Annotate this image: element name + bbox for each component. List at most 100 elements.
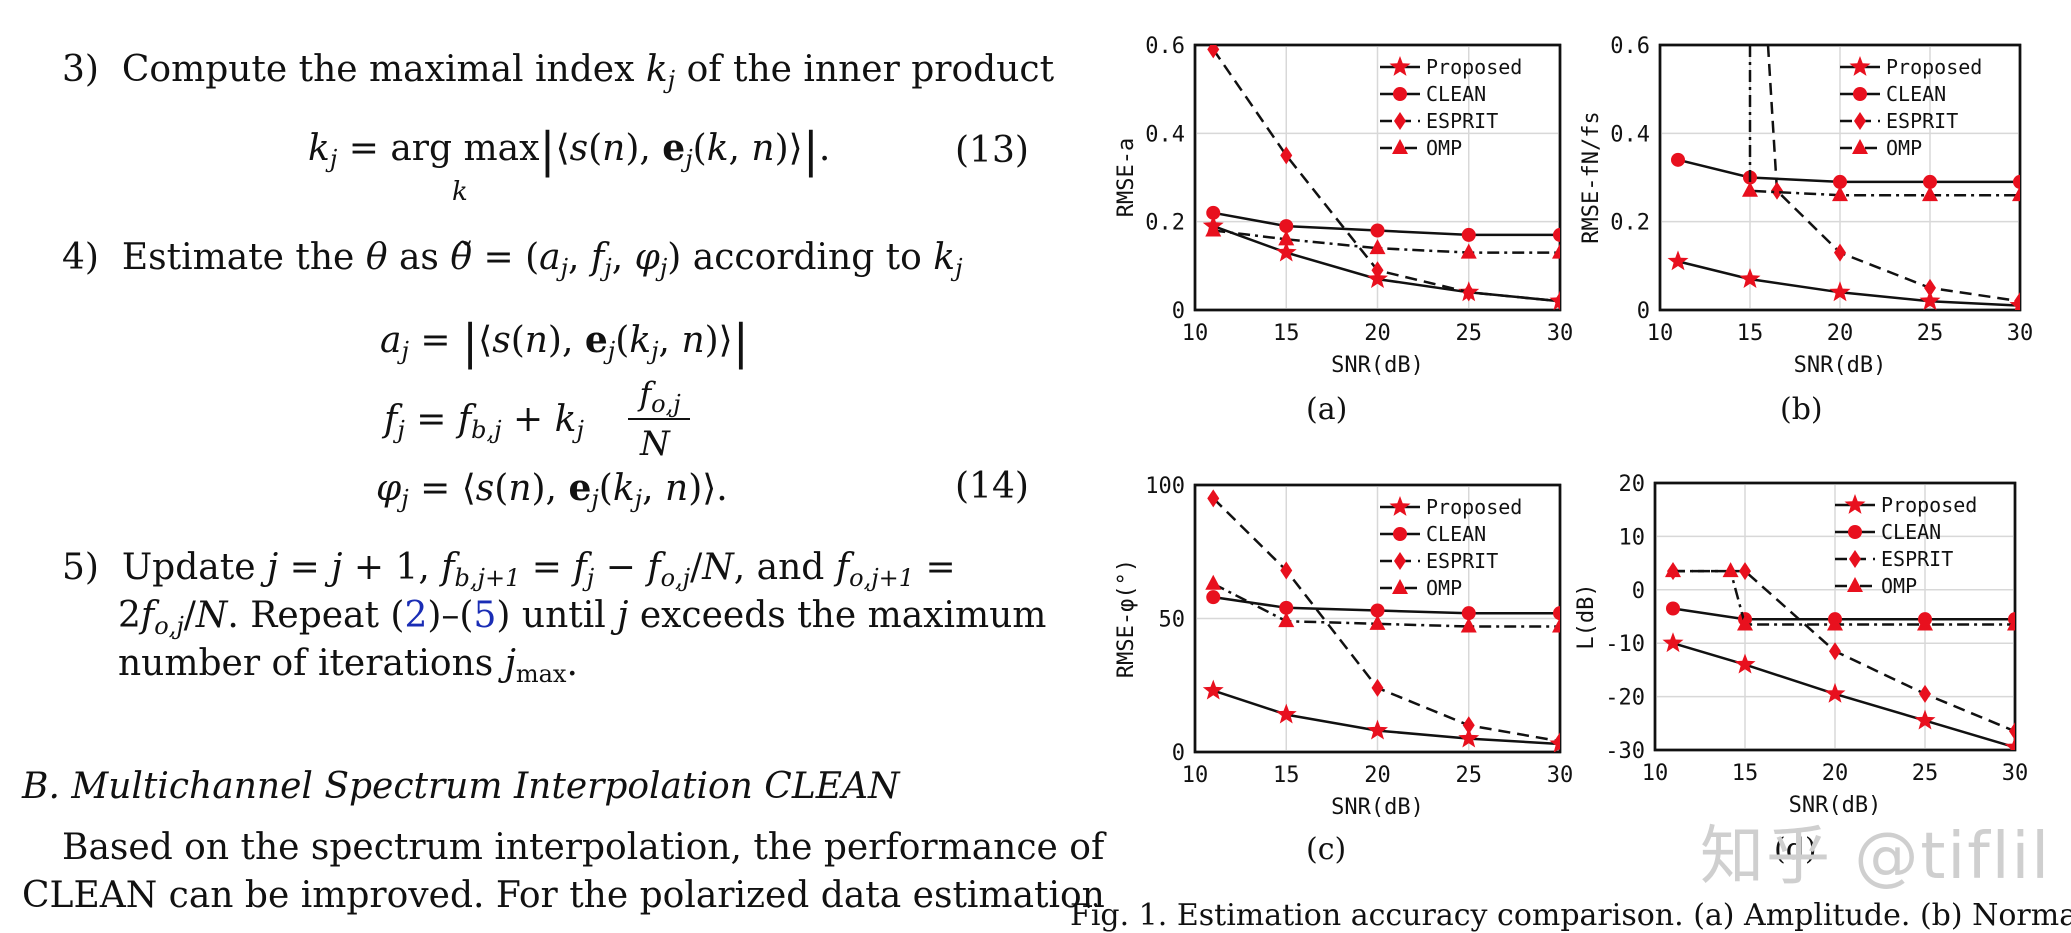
data-point-proposed: [2004, 736, 2015, 750]
data-point-omp: [1552, 617, 1560, 633]
legend-marker: [1392, 579, 1408, 594]
sublabel-a: (a): [1306, 392, 1348, 427]
legend-entry: ESPRIT: [1886, 109, 1958, 133]
y-tick-label: 0: [1172, 299, 1185, 324]
data-point-proposed: [1824, 682, 1846, 703]
data-point-clean: [1671, 152, 1685, 167]
legend-marker: [1389, 56, 1411, 76]
legend-marker: [1392, 139, 1408, 154]
x-tick-label: 10: [1182, 763, 1209, 788]
data-point-esprit: [1739, 562, 1751, 581]
legend-entry: Proposed: [1426, 55, 1522, 79]
series-group: [1667, 45, 2020, 310]
legend-marker: [1389, 496, 1411, 516]
data-point-esprit: [1771, 181, 1783, 200]
legend-marker: [1848, 525, 1862, 539]
data-point-proposed: [1667, 250, 1689, 271]
sublabel-b: (b): [1780, 392, 1823, 427]
series-group: [1202, 45, 1560, 310]
data-point-esprit: [1207, 45, 1220, 59]
data-point-proposed: [1367, 719, 1388, 740]
y-tick-label: 10: [1619, 525, 1646, 550]
x-tick-label: 25: [1912, 761, 1939, 786]
legend-entry: ESPRIT: [1426, 109, 1498, 133]
data-point-omp: [1737, 615, 1753, 631]
fraction-bar: [628, 418, 690, 420]
data-point-omp: [1460, 243, 1477, 259]
legend-marker: [1393, 527, 1407, 541]
data-point-clean: [1206, 590, 1221, 605]
x-axis-label: SNR(dB): [1331, 795, 1424, 820]
data-point-omp: [2012, 186, 2020, 202]
chart-panel-b: 10 15 20 25 30 0 0.2 0.4 0.6 SNR(dB) RMSE-fN/fs Pro…: [1579, 34, 2033, 378]
y-axis-label: L(dB): [1574, 583, 1599, 649]
x-axis-label: SNR(dB): [1331, 353, 1424, 378]
fraction-denominator: N: [640, 424, 670, 464]
x-tick-label: 15: [1732, 761, 1759, 786]
plot-frame: [1193, 43, 1562, 312]
fraction-numerator: fo,j: [639, 375, 681, 418]
data-point-proposed: [1829, 281, 1851, 302]
equation-14-phi: φj = ⟨s(n), ej(kj, n)⟩.: [376, 467, 728, 513]
data-point-esprit: [1280, 561, 1293, 580]
legend-marker: [1849, 550, 1861, 568]
x-tick-label: 20: [1827, 321, 1854, 346]
legend-entry: ESPRIT: [1881, 547, 1953, 571]
data-point-esprit: [1371, 261, 1384, 280]
y-axis-label: RMSE-φ(°): [1114, 559, 1139, 678]
legend-marker: [1844, 494, 1866, 514]
step-5-line-1: 5) Update j = j + 1, fb,j+1 = fj − fo,j/…: [62, 547, 956, 592]
legend-marker: [1394, 112, 1406, 130]
x-tick-label: 30: [2002, 761, 2029, 786]
x-tick-label: 15: [1273, 321, 1300, 346]
data-point-clean: [1553, 227, 1560, 242]
data-point-proposed: [1662, 632, 1684, 653]
x-axis-label: SNR(dB): [1794, 353, 1887, 378]
data-point-clean: [2013, 174, 2020, 189]
x-tick-label: 25: [1456, 763, 1483, 788]
data-point-clean: [1206, 205, 1221, 220]
data-point-esprit: [1554, 732, 1560, 751]
data-point-clean: [1370, 603, 1385, 618]
data-point-esprit: [1371, 678, 1384, 697]
y-tick-label: 0: [1632, 579, 1645, 604]
legend-entry: CLEAN: [1886, 82, 1946, 106]
y-tick-label: -10: [1605, 632, 1645, 657]
x-tick-label: 10: [1642, 761, 1669, 786]
y-axis-label: RMSE-a: [1114, 138, 1139, 217]
data-point-esprit: [1834, 243, 1846, 262]
x-axis-label: SNR(dB): [1789, 793, 1882, 818]
data-point-omp: [1460, 617, 1477, 633]
step-4: 4) Estimate the θ as θ̃ = (aj, fj, φj) a…: [62, 237, 963, 282]
data-point-omp: [1369, 239, 1386, 255]
y-tick-label: 0.4: [1610, 122, 1650, 147]
data-point-omp: [1722, 562, 1739, 578]
data-point-esprit: [1207, 489, 1220, 508]
data-point-omp: [1369, 614, 1386, 630]
legend-marker: [1849, 56, 1871, 76]
legend-entry: Proposed: [1886, 55, 1982, 79]
y-tick-label: 0.2: [1145, 211, 1185, 236]
figure-caption: Fig. 1. Estimation accuracy comparison. …: [1070, 898, 2071, 933]
data-point-omp: [1278, 230, 1295, 246]
data-point-clean: [1553, 606, 1560, 621]
series-line-omp: [1673, 569, 2015, 626]
data-point-omp: [1742, 181, 1758, 197]
data-point-esprit: [1919, 684, 1931, 703]
watermark: 知乎 @tiflil: [1700, 820, 2052, 894]
ref-link-5[interactable]: 5: [473, 595, 497, 636]
data-point-esprit: [1924, 278, 1936, 297]
data-point-proposed: [1275, 703, 1297, 724]
chart-panel-a: 10 15 20 25 30 0 0.2 0.4 0.6 SNR(dB) RMSE-a Propose…: [1114, 34, 1573, 378]
legend-entry: OMP: [1426, 576, 1462, 600]
data-point-proposed: [1458, 727, 1480, 748]
series-line-omp: [1212, 582, 1560, 628]
legend-entry: Proposed: [1881, 493, 1977, 517]
data-point-esprit: [1462, 283, 1475, 302]
ref-link-2[interactable]: 2: [404, 595, 428, 636]
paragraph-line-1: Based on the spectrum interpolation, the…: [62, 827, 1105, 868]
x-tick-label: 30: [1547, 763, 1574, 788]
legend-entry: CLEAN: [1426, 82, 1486, 106]
y-tick-label: 0.6: [1610, 34, 1650, 59]
